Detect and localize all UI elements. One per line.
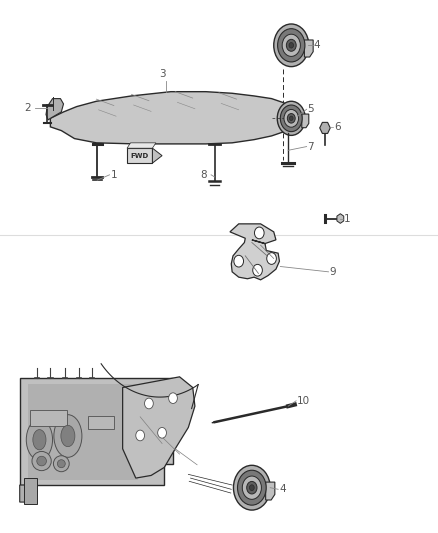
Text: 2: 2: [24, 103, 31, 112]
Polygon shape: [230, 224, 279, 280]
Polygon shape: [337, 214, 344, 223]
Circle shape: [254, 227, 264, 239]
Circle shape: [287, 114, 295, 123]
Text: 9: 9: [329, 267, 336, 277]
Ellipse shape: [53, 456, 69, 472]
Circle shape: [290, 116, 293, 120]
Text: 4: 4: [279, 484, 286, 494]
Polygon shape: [20, 378, 173, 485]
Text: FWD: FWD: [131, 152, 149, 159]
Circle shape: [250, 485, 254, 490]
Polygon shape: [28, 384, 138, 480]
Polygon shape: [46, 99, 64, 120]
Circle shape: [274, 24, 309, 67]
Polygon shape: [20, 485, 37, 502]
Circle shape: [169, 393, 177, 403]
Polygon shape: [304, 40, 313, 57]
Ellipse shape: [54, 415, 82, 457]
Polygon shape: [50, 92, 293, 144]
Circle shape: [247, 481, 257, 494]
Polygon shape: [123, 377, 195, 478]
Circle shape: [242, 476, 261, 499]
Polygon shape: [265, 482, 275, 500]
Circle shape: [286, 39, 296, 51]
Text: 5: 5: [307, 104, 314, 114]
Polygon shape: [127, 143, 156, 148]
Circle shape: [280, 105, 302, 132]
Text: 1: 1: [343, 214, 350, 223]
Polygon shape: [302, 114, 309, 128]
Bar: [88, 416, 114, 429]
Ellipse shape: [57, 459, 65, 468]
Circle shape: [284, 109, 299, 127]
FancyBboxPatch shape: [127, 148, 152, 163]
Circle shape: [289, 43, 293, 48]
Ellipse shape: [33, 430, 46, 450]
Circle shape: [158, 427, 166, 438]
Circle shape: [145, 398, 153, 409]
Polygon shape: [152, 148, 162, 163]
Circle shape: [136, 430, 145, 441]
Polygon shape: [320, 123, 330, 133]
Text: 10: 10: [297, 396, 310, 406]
Circle shape: [278, 29, 305, 62]
Ellipse shape: [26, 419, 53, 460]
Text: 3: 3: [159, 69, 166, 79]
Circle shape: [233, 465, 270, 510]
Circle shape: [234, 255, 244, 267]
Circle shape: [267, 253, 276, 264]
Ellipse shape: [32, 451, 51, 471]
Circle shape: [253, 264, 262, 276]
Ellipse shape: [37, 456, 46, 466]
Bar: [30, 410, 67, 426]
Bar: [24, 478, 37, 504]
Ellipse shape: [61, 425, 75, 447]
Circle shape: [237, 470, 266, 505]
Text: 1: 1: [110, 170, 117, 180]
Circle shape: [277, 101, 305, 135]
Text: 8: 8: [201, 170, 207, 180]
Text: 6: 6: [334, 122, 340, 132]
Text: 7: 7: [307, 142, 314, 151]
Text: 4: 4: [314, 40, 320, 50]
Circle shape: [282, 34, 300, 56]
